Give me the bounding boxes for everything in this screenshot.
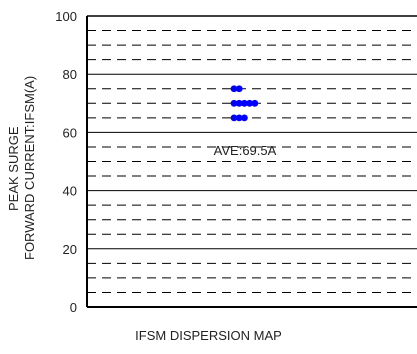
y-tick-label: 20 [63,242,77,257]
y-tick-label: 100 [55,9,77,24]
y-tick-label: 80 [63,67,77,82]
x-axis-title: IFSM DISPERSION MAP [135,328,282,343]
average-annotation: AVE:69.5A [214,143,277,158]
data-point [230,99,238,107]
data-point [235,114,243,122]
y-tick-label: 60 [63,125,77,140]
data-point [241,114,248,122]
data-point [235,85,243,93]
y-axis-title-line-2: FORWARD CURRENT:IFSM(A) [22,75,37,260]
y-axis-title: PEAK SURGE FORWARD CURRENT:IFSM(A) [0,0,60,320]
y-tick-label: 0 [70,300,77,315]
data-point [241,99,248,107]
axes [86,15,417,308]
data-points [230,85,259,122]
data-point [230,114,238,122]
y-tick-label: 40 [63,184,77,199]
y-axis-title-line-1: PEAK SURGE [6,125,21,211]
data-point [230,85,238,93]
grid-lines [87,30,417,293]
data-point [235,99,243,107]
y-tick-labels: 0 20 40 60 80 100 [55,9,77,315]
data-point [251,99,259,107]
data-point [246,99,254,107]
